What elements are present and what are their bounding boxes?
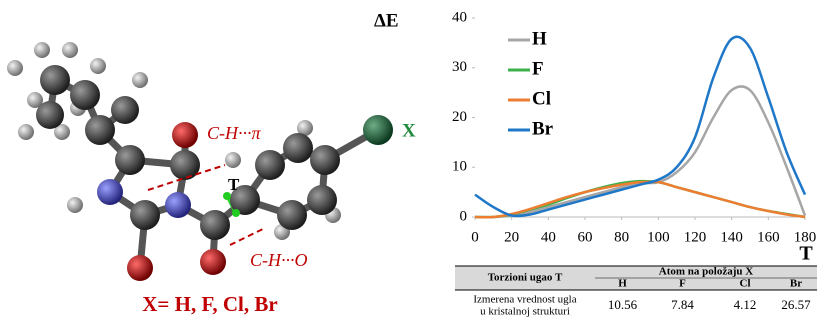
table: Torzioni ugao T Atom na položaju X H F Cl Br I… (455, 266, 817, 318)
cell: 10.56 (608, 297, 638, 312)
y-axis-title: ΔE (374, 10, 399, 31)
x-tick-label: 120 (684, 229, 707, 245)
row-label: u kristalnoj strukturi (480, 306, 570, 318)
x-tick-label: 0 (471, 229, 479, 245)
figure: C-H···π X T C-H···O X= H, F, Cl, Br 0 10 2… (0, 0, 817, 330)
x-tick-label: 60 (578, 229, 593, 245)
atoms (7, 42, 393, 281)
x-tick-label: 160 (757, 229, 780, 245)
x-axis-title: T (799, 243, 813, 265)
cell: 4.12 (734, 297, 757, 312)
header-cell: Torzioni ugao T (488, 272, 563, 284)
ch-pi-label: C-H···π (207, 123, 261, 143)
y-tick-label: 30 (452, 59, 467, 75)
caption: X= H, F, Cl, Br (142, 292, 277, 316)
y-tick-label: 0 (460, 208, 468, 224)
ch-o-label: C-H···O (250, 250, 308, 270)
cell: 26.57 (781, 297, 811, 312)
x-tick-label: 40 (541, 229, 556, 245)
header-cell: F (679, 278, 686, 290)
line-series (475, 86, 805, 217)
header-cell: Cl (740, 278, 751, 290)
x-tick-label: 100 (647, 229, 670, 245)
x-tick-label: 80 (614, 229, 629, 245)
t-label: T (228, 175, 240, 194)
line-series (475, 37, 805, 216)
y-tick-label: 10 (452, 159, 467, 175)
legend-label: H (532, 28, 547, 49)
header-cell: H (618, 278, 627, 290)
legend-label: Cl (532, 88, 551, 109)
cell: 7.84 (671, 297, 694, 312)
legend-label: Br (532, 118, 554, 139)
header-cell: Atom na položaju X (659, 266, 753, 278)
y-tick-label: 40 (452, 9, 467, 25)
x-tick-label: 140 (720, 229, 743, 245)
line-series (475, 182, 805, 218)
legend-label: F (532, 58, 544, 79)
row-label: Izmerena vrednost ugla (473, 294, 576, 306)
y-tick-label: 20 (452, 109, 467, 125)
header-cell: Br (790, 278, 802, 290)
x-tick-label: 20 (504, 229, 519, 245)
x-label: X (402, 120, 416, 141)
page: C-H···π X T C-H···O X= H, F, Cl, Br 0 10 2… (0, 0, 817, 330)
